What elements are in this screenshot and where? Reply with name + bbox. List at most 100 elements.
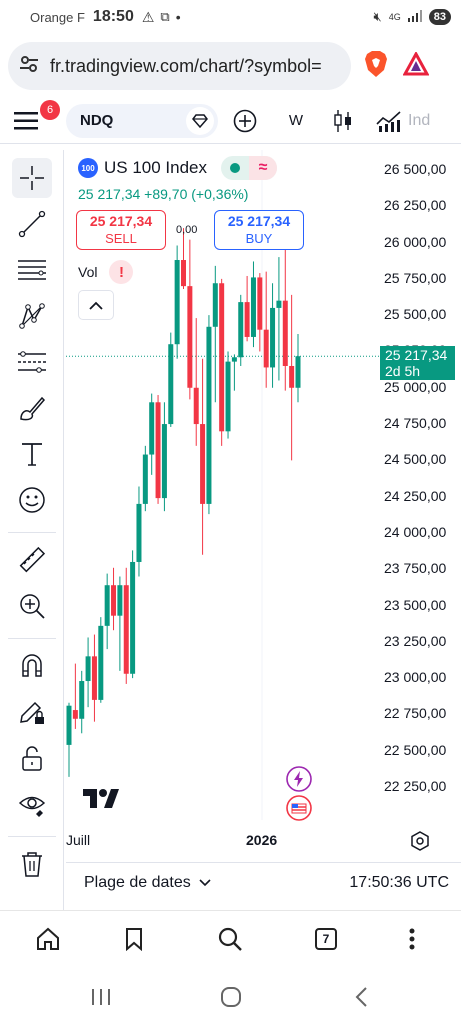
symbol-search-button[interactable]: NDQ: [66, 103, 218, 138]
recents-button[interactable]: [86, 982, 116, 1012]
divider: [8, 836, 56, 837]
price-axis-label: 22 500,00: [384, 741, 447, 758]
candle: [72, 663, 78, 729]
warning-icon[interactable]: !: [109, 260, 134, 284]
unlock-icon: [22, 746, 42, 771]
eye-icon: [18, 796, 46, 817]
candle: [212, 265, 218, 403]
magnet-tool[interactable]: [12, 646, 52, 686]
candle-body: [72, 710, 78, 719]
url-text[interactable]: fr.tradingview.com/chart/?symbol=: [50, 55, 322, 76]
home-icon: [37, 927, 59, 950]
zoom-in-tool[interactable]: [12, 586, 52, 626]
candle-body: [231, 357, 237, 362]
current-price-tag: 25 217,34 2d 5h: [380, 346, 455, 381]
price-axis-label: 26 000,00: [384, 233, 447, 250]
site-settings-icon[interactable]: [18, 53, 40, 80]
hamburger-icon: [14, 111, 38, 129]
candlestick-chart[interactable]: [66, 150, 461, 860]
price-axis-label: 23 250,00: [384, 632, 447, 649]
remove-drawings-tool[interactable]: [12, 844, 52, 884]
chevron-up-icon: [89, 301, 103, 310]
brush-tool[interactable]: [12, 388, 52, 428]
crosshair-tool[interactable]: [12, 158, 52, 198]
hide-drawings-tool[interactable]: [12, 784, 52, 824]
date-range-button[interactable]: Plage de dates: [84, 874, 211, 892]
fib-retracement-tool[interactable]: [12, 250, 52, 290]
lock-all-tool[interactable]: [12, 738, 52, 778]
candle-body: [238, 302, 244, 358]
spread-value: 0,00: [176, 224, 198, 236]
icon-tool[interactable]: [12, 480, 52, 520]
price-axis-label: 23 000,00: [384, 669, 447, 686]
symbol-title[interactable]: US 100 Index: [104, 158, 208, 177]
chart-type-button[interactable]: [328, 104, 358, 138]
symbol-name: NDQ: [80, 112, 114, 129]
candle: [91, 634, 97, 722]
buy-button[interactable]: 25 217,34 BUY: [214, 210, 304, 250]
back-button[interactable]: [346, 982, 376, 1012]
home-nav-button[interactable]: [216, 982, 246, 1012]
price-axis-label: 22 750,00: [384, 705, 447, 722]
more-menu-button[interactable]: [396, 923, 428, 955]
measure-tool[interactable]: [12, 540, 52, 580]
lock-drawings-tool[interactable]: [12, 692, 52, 732]
home-button[interactable]: [32, 923, 64, 955]
brave-shields-icon[interactable]: [363, 50, 389, 83]
smiley-icon: [19, 487, 45, 513]
us-flag-icon[interactable]: [286, 795, 312, 826]
chart-pane[interactable]: 100 US 100 Index ≈ 25 217,34 +89,70 (+0,…: [66, 150, 461, 860]
diamond-icon[interactable]: [186, 106, 214, 135]
main-menu-button[interactable]: 6: [14, 99, 60, 136]
sell-button[interactable]: 25 217,34 SELL: [76, 210, 166, 250]
interval-button[interactable]: W: [288, 112, 304, 129]
candle: [276, 257, 282, 381]
time-axis-label-month: Juill: [66, 832, 91, 848]
search-button[interactable]: [214, 923, 246, 955]
pencil-lock-icon: [20, 701, 44, 724]
candle-body: [225, 361, 231, 432]
brush-icon: [20, 396, 46, 421]
price-axis-label: 26 500,00: [384, 161, 447, 177]
forecast-tool[interactable]: [12, 342, 52, 382]
candle: [155, 395, 161, 504]
dot-icon: •: [175, 9, 181, 25]
text-tool[interactable]: [12, 434, 52, 474]
candle-body: [257, 277, 263, 330]
symbol-logo: 100: [78, 158, 98, 178]
candle-body: [85, 656, 91, 682]
price-change: 25 217,34 +89,70 (+0,36%): [78, 186, 249, 202]
candle: [111, 567, 117, 631]
drawing-toolbar: [0, 150, 64, 910]
browser-url-bar: fr.tradingview.com/chart/?symbol=: [0, 38, 461, 94]
candle: [104, 573, 110, 650]
bookmarks-button[interactable]: [118, 923, 150, 955]
notification-badge: 6: [40, 99, 60, 120]
indicators-icon: [376, 110, 401, 132]
market-status-pill[interactable]: ≈: [221, 156, 278, 180]
date-range-label: Plage de dates: [84, 873, 191, 891]
settings-icon[interactable]: [410, 831, 430, 856]
back-icon: [355, 987, 367, 1007]
timezone-clock[interactable]: 17:50:36 UTC: [349, 873, 449, 891]
candle-body: [250, 277, 256, 337]
collapse-legend-button[interactable]: [78, 290, 114, 320]
brave-rewards-icon[interactable]: [402, 50, 430, 81]
candle: [187, 239, 193, 400]
indicators-button[interactable]: Ind: [376, 104, 430, 138]
url-box[interactable]: fr.tradingview.com/chart/?symbol=: [8, 42, 351, 90]
tradingview-logo[interactable]: [82, 786, 120, 815]
events-icon[interactable]: [286, 766, 312, 797]
candle: [79, 670, 85, 734]
price-axis-label: 25 000,00: [384, 378, 447, 395]
volume-indicator[interactable]: Vol !: [78, 260, 134, 284]
candle-body: [206, 326, 212, 504]
pattern-tool[interactable]: [12, 296, 52, 336]
candle-body: [161, 424, 167, 499]
tabs-button[interactable]: 7: [310, 923, 342, 955]
trend-line-tool[interactable]: [12, 204, 52, 244]
compare-symbol-button[interactable]: [230, 104, 260, 138]
chevron-down-icon: [199, 878, 211, 886]
buy-price: 25 217,34: [227, 213, 291, 229]
trade-buttons: 25 217,34 SELL 25 217,34 BUY: [76, 210, 304, 250]
